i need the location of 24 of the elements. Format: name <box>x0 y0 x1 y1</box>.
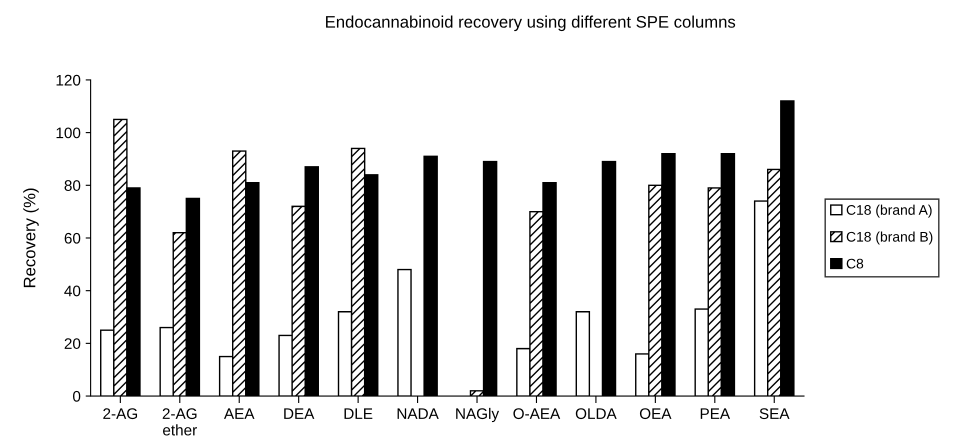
x-tick-label: SEA <box>760 408 790 420</box>
y-tick-label: 20 <box>64 338 80 350</box>
y-tick-label: 40 <box>64 286 80 296</box>
x-tick-label: OLDA <box>576 408 617 420</box>
x-tick-label: OEA <box>640 408 672 420</box>
y-tick-label: 100 <box>56 127 80 138</box>
x-tick-label: AEA <box>224 408 254 419</box>
y-tick-label: 80 <box>64 180 80 191</box>
chart-title: Endocannabinoid recovery using different SPE columns <box>326 16 736 32</box>
y-tick-label: 60 <box>64 232 80 244</box>
x-tick-label: NAGly <box>456 408 500 422</box>
y-axis-title: Recovery (%) <box>23 188 39 288</box>
x-tick-label: 2-AG ether <box>162 408 197 436</box>
x-tick-label: DLE <box>344 408 372 419</box>
y-tick-label: 120 <box>56 74 80 86</box>
x-tick-label: 2-AG <box>103 408 138 420</box>
x-tick-label: PEA <box>700 408 730 419</box>
legend-label: C8 <box>846 258 864 269</box>
x-tick-label: O-AEA <box>513 408 560 420</box>
legend-label: C18 (brand B) <box>846 232 932 244</box>
x-tick-label: DEA <box>284 408 314 419</box>
x-tick-label: NADA <box>398 408 439 419</box>
y-tick-label: 0 <box>72 390 80 402</box>
legend-label: C18 (brand A) <box>846 204 932 218</box>
